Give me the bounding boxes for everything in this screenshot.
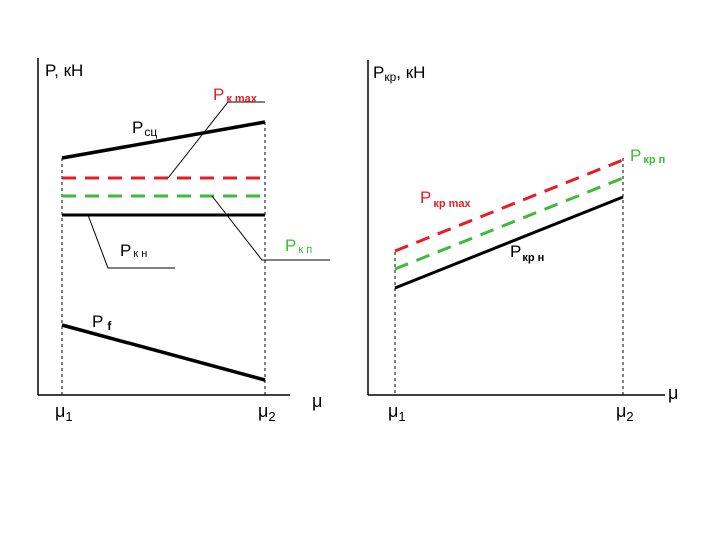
p-k-n-leader — [87, 214, 175, 269]
right-mu1-label: μ1 — [388, 401, 406, 424]
p-sc-label: Pсц — [132, 118, 157, 139]
p-kr-max-line — [394, 158, 624, 253]
p-sc-line — [61, 120, 266, 160]
p-f-line — [61, 323, 266, 382]
p-kr-p-line — [394, 176, 624, 271]
p-k-max-leader — [167, 101, 265, 179]
left-x-axis-label: μ — [312, 391, 322, 411]
left-mu2-label: μ2 — [258, 401, 276, 424]
p-kr-n-line — [394, 195, 624, 290]
left-mu1-label: μ1 — [55, 401, 73, 424]
right-y-axis-label: Pкр, кН — [373, 63, 425, 84]
right-x-axis-label: μ — [668, 383, 678, 403]
left-y-axis-label: P, кН — [45, 61, 83, 80]
p-k-p-leader — [211, 195, 330, 261]
p-kr-n-label: Pкр н — [510, 242, 544, 264]
right-mu2-label: μ2 — [616, 401, 634, 424]
